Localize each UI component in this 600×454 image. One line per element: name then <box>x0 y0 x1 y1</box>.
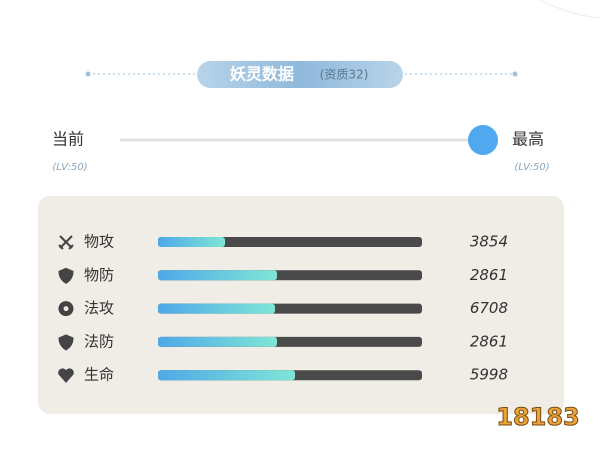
stat-bar-fill <box>158 303 275 314</box>
decoration <box>539 0 600 19</box>
header-title: 妖灵数据 <box>230 65 294 84</box>
stat-value: 2861 <box>470 332 508 350</box>
slider-left-level: (LV:50) <box>52 162 87 173</box>
stat-icon <box>58 235 74 250</box>
divider-dot <box>512 71 518 77</box>
stat-name: 生命 <box>84 366 114 384</box>
header-subtitle: (资质32) <box>320 68 369 82</box>
stat-name: 法防 <box>84 332 114 350</box>
stat-icon <box>58 301 74 317</box>
stat-value: 3854 <box>470 233 508 251</box>
stat-value: 2861 <box>470 266 508 284</box>
stat-icon <box>58 368 74 383</box>
stat-bar-fill <box>158 370 295 381</box>
stat-value: 5998 <box>470 366 508 384</box>
stat-name: 物防 <box>84 266 114 284</box>
slider-right-level: (LV:50) <box>514 162 549 173</box>
slider-left-label: 当前 <box>52 130 84 149</box>
stat-name: 物攻 <box>84 233 114 251</box>
stat-bar-fill <box>158 336 277 347</box>
header-pill <box>197 61 403 88</box>
stat-bar-fill <box>158 237 225 247</box>
slider-right-label: 最高 <box>512 130 544 149</box>
stat-icon <box>58 267 74 284</box>
watermark: 18183 <box>496 403 580 431</box>
stat-bar-fill <box>158 270 277 281</box>
stat-rows: 物攻 3854 物防 2861 法攻 6708 法防 2861 生命 5998 <box>58 233 508 384</box>
stat-name: 法攻 <box>84 299 114 317</box>
slider-knob[interactable] <box>468 125 498 155</box>
stat-icon <box>58 334 74 351</box>
divider-dot <box>85 71 91 77</box>
stat-value: 6708 <box>470 299 508 317</box>
